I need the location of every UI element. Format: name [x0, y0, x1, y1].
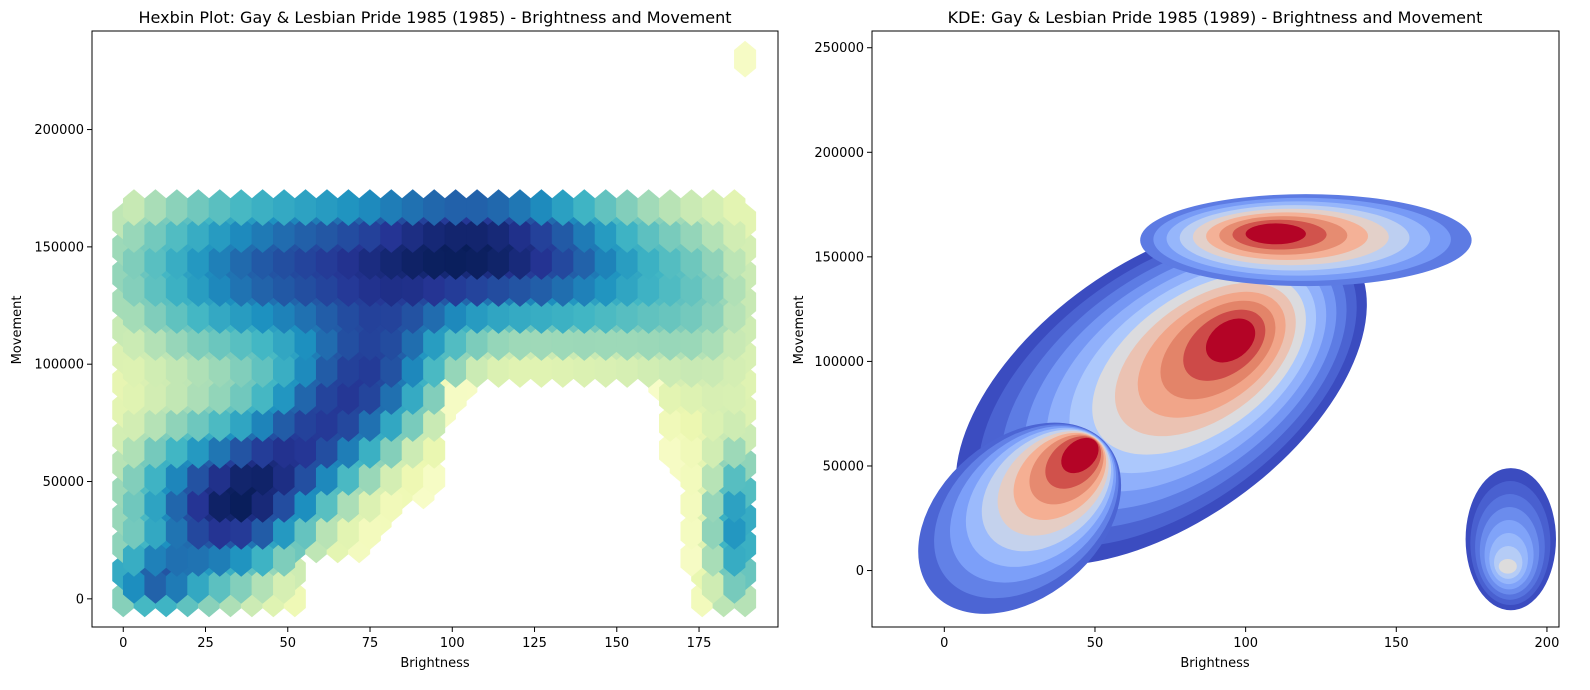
hexbin-y-tick-label: 100000 [34, 358, 84, 373]
hexbin-cell [723, 324, 746, 361]
hexbin-cell [423, 432, 446, 469]
hexbin-cell [380, 486, 403, 523]
kde-contour-level [1205, 318, 1256, 363]
hexbin-cell [444, 378, 467, 415]
hexbin-y-tick-label: 50000 [43, 475, 84, 490]
kde-y-tick-label: 250000 [814, 41, 864, 56]
hexbin-cell [723, 512, 746, 550]
hexbin-x-label: Brightness [400, 656, 469, 671]
kde-y-label: Movement [792, 296, 807, 365]
hexbin-x-tick-label: 150 [604, 636, 629, 651]
hexbin-cell [723, 351, 746, 388]
hexbin-cell [723, 432, 746, 469]
hexbin-cells [112, 40, 757, 618]
hexbin-cell [723, 297, 746, 334]
hexbin-cell [723, 459, 746, 496]
kde-contour-level [1245, 223, 1306, 245]
kde-x-tick-label: 200 [1535, 636, 1560, 651]
kde-axes-frame [871, 30, 1560, 628]
hexbin-y-tick-label: 0 [76, 592, 84, 607]
kde-x-tick-label: 100 [1233, 636, 1258, 651]
kde-y-tick-label: 150000 [814, 250, 864, 265]
kde-panel: KDE: Gay & Lesbian Pride 1985 (1989) - B… [792, 8, 1560, 671]
kde-x-tick-label: 50 [1087, 636, 1104, 651]
hexbin-x-ticks: 0 25 50 75 100 125 150 175 [119, 627, 711, 651]
hexbin-cell [423, 459, 446, 496]
kde-y-tick-label: 200000 [814, 146, 864, 161]
hexbin-cell [273, 566, 296, 604]
kde-x-tick-label: 0 [940, 636, 948, 651]
hexbin-cell [423, 405, 446, 442]
kde-contours [918, 194, 1556, 614]
hexbin-cell [723, 486, 746, 523]
hexbin-axes-frame [91, 30, 779, 628]
hexbin-x-tick-label: 25 [197, 636, 214, 651]
kde-y-tick-label: 0 [856, 564, 864, 579]
kde-y-tick-label: 50000 [823, 459, 864, 474]
hexbin-x-tick-label: 50 [279, 636, 296, 651]
hexbin-y-tick-label: 150000 [34, 240, 84, 255]
kde-y-tick-label: 100000 [814, 355, 864, 370]
hexbin-cell [723, 378, 746, 415]
hexbin-cell [273, 539, 296, 577]
kde-x-ticks: 0 50 100 150 200 [940, 627, 1559, 651]
hexbin-cell [723, 539, 746, 577]
hexbin-x-tick-label: 75 [362, 636, 379, 651]
kde-y-ticks: 0 50000 100000 150000 200000 250000 [814, 41, 872, 579]
hexbin-cell [734, 40, 757, 78]
hexbin-x-tick-label: 100 [440, 636, 465, 651]
kde-contour-level [1061, 437, 1099, 474]
hexbin-y-label: Movement [10, 296, 25, 365]
hexbin-y-ticks: 0 50000 100000 150000 200000 [34, 123, 92, 607]
hexbin-x-tick-label: 175 [687, 636, 712, 651]
hexbin-cell [723, 270, 746, 307]
hexbin-x-tick-label: 125 [522, 636, 547, 651]
hexbin-title: Hexbin Plot: Gay & Lesbian Pride 1985 (1… [139, 8, 732, 27]
kde-title: KDE: Gay & Lesbian Pride 1985 (1989) - B… [948, 8, 1483, 27]
hexbin-cell [723, 189, 746, 226]
kde-x-tick-label: 150 [1384, 636, 1409, 651]
hexbin-cell [723, 216, 746, 253]
hexbin-panel: Hexbin Plot: Gay & Lesbian Pride 1985 (1… [10, 8, 779, 671]
hexbin-x-tick-label: 0 [119, 636, 127, 651]
hexbin-cell [723, 566, 746, 604]
hexbin-cell [723, 405, 746, 442]
hexbin-cell [723, 243, 746, 280]
hexbin-cell [358, 512, 381, 550]
kde-contour-level [1498, 559, 1517, 574]
kde-x-label: Brightness [1180, 656, 1249, 671]
hexbin-y-tick-label: 200000 [34, 123, 84, 138]
